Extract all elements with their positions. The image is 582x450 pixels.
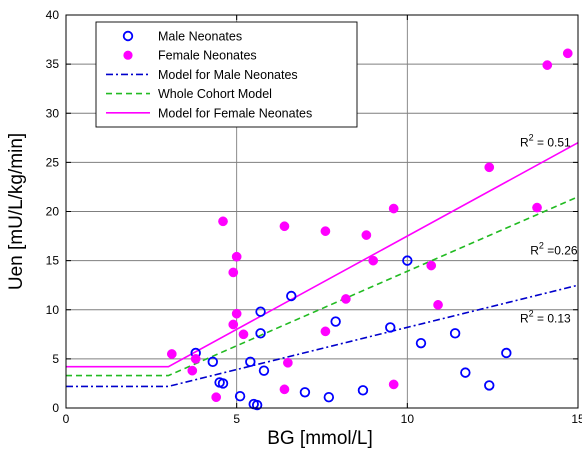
legend-label: Whole Cohort Model bbox=[158, 87, 272, 101]
female-data-point bbox=[542, 60, 553, 70]
male-data-point bbox=[251, 399, 263, 411]
legend-label: Male Neonates bbox=[158, 30, 242, 44]
y-tick-label: 10 bbox=[46, 303, 60, 317]
female-data-point bbox=[231, 251, 242, 262]
female-data-point bbox=[361, 230, 372, 240]
male-data-point bbox=[460, 367, 471, 378]
male-data-point bbox=[357, 385, 369, 396]
r-squared-label: R2 =0.26 bbox=[530, 241, 578, 258]
legend-marker bbox=[123, 50, 133, 60]
y-tick-label: 0 bbox=[52, 401, 59, 415]
male-data-point bbox=[385, 322, 396, 333]
y-tick-label: 5 bbox=[52, 352, 59, 366]
male-data-point bbox=[330, 316, 341, 327]
series-line bbox=[66, 141, 579, 368]
female-data-point bbox=[484, 162, 495, 173]
y-tick-label: 40 bbox=[46, 8, 60, 22]
x-tick-label: 5 bbox=[233, 412, 240, 426]
data-layer bbox=[66, 48, 579, 411]
r-squared-label: R2 = 0.13 bbox=[520, 309, 571, 326]
female-data-point bbox=[562, 48, 573, 59]
female-data-point bbox=[283, 357, 293, 368]
x-axis-title: BG [mmol/L] bbox=[267, 428, 373, 449]
female-data-point bbox=[433, 299, 443, 310]
female-data-point bbox=[320, 326, 331, 337]
y-tick-label: 25 bbox=[46, 155, 60, 169]
x-tick-label: 10 bbox=[401, 412, 415, 426]
female-data-point bbox=[228, 267, 239, 278]
axis-ticks: 0 5 10 15 0 5 10 15 20 25 30 35 40 bbox=[46, 8, 582, 426]
legend-label: Model for Male Neonates bbox=[158, 68, 298, 82]
x-tick-label: 0 bbox=[63, 412, 70, 426]
female-data-point bbox=[388, 379, 399, 390]
female-data-point bbox=[238, 329, 249, 340]
female-data-point bbox=[341, 294, 351, 304]
y-axis-title: Uen [mU/L/kg/min] bbox=[6, 133, 27, 290]
female-data-point bbox=[388, 203, 399, 214]
female-data-point bbox=[218, 216, 228, 227]
male-data-point bbox=[299, 387, 311, 398]
female-data-point bbox=[231, 308, 242, 319]
legend-label: Female Neonates bbox=[158, 49, 257, 63]
legend: Male Neonates Female Neonates Model for Ma… bbox=[95, 21, 358, 128]
female-data-point bbox=[228, 319, 239, 330]
female-data-point bbox=[187, 365, 198, 376]
male-data-point bbox=[258, 365, 270, 376]
r-squared-annotations: R2 = 0.51 R2 =0.26 R2 = 0.13 bbox=[520, 133, 578, 326]
male-data-point bbox=[255, 306, 266, 317]
r-squared-label: R2 = 0.51 bbox=[520, 133, 571, 150]
y-tick-label: 20 bbox=[46, 205, 60, 219]
male-data-point bbox=[207, 356, 218, 368]
series-line bbox=[66, 284, 579, 388]
y-tick-label: 15 bbox=[46, 254, 60, 268]
female-data-point bbox=[190, 354, 201, 364]
male-data-point bbox=[234, 391, 246, 402]
male-data-point bbox=[484, 380, 495, 391]
female-data-point bbox=[320, 226, 331, 236]
male-data-point bbox=[286, 290, 297, 302]
female-data-point bbox=[279, 221, 290, 232]
female-data-point bbox=[279, 384, 290, 395]
male-data-point bbox=[449, 328, 461, 339]
legend-label: Model for Female Neonates bbox=[158, 106, 312, 120]
x-tick-label: 15 bbox=[571, 412, 582, 426]
y-tick-label: 30 bbox=[46, 106, 60, 120]
male-data-point bbox=[402, 255, 413, 266]
female-data-point bbox=[532, 202, 542, 213]
female-data-point bbox=[426, 260, 437, 271]
male-data-point bbox=[217, 378, 229, 389]
male-data-point bbox=[415, 337, 427, 349]
male-data-point bbox=[255, 328, 266, 339]
female-data-point bbox=[368, 255, 379, 266]
y-tick-label: 35 bbox=[46, 57, 60, 71]
female-data-point bbox=[211, 392, 222, 403]
female-data-point bbox=[166, 349, 177, 359]
series-line bbox=[66, 196, 579, 377]
male-data-point bbox=[323, 391, 335, 403]
legend-marker bbox=[122, 30, 134, 42]
male-data-point bbox=[245, 356, 256, 368]
male-data-point bbox=[501, 347, 512, 359]
